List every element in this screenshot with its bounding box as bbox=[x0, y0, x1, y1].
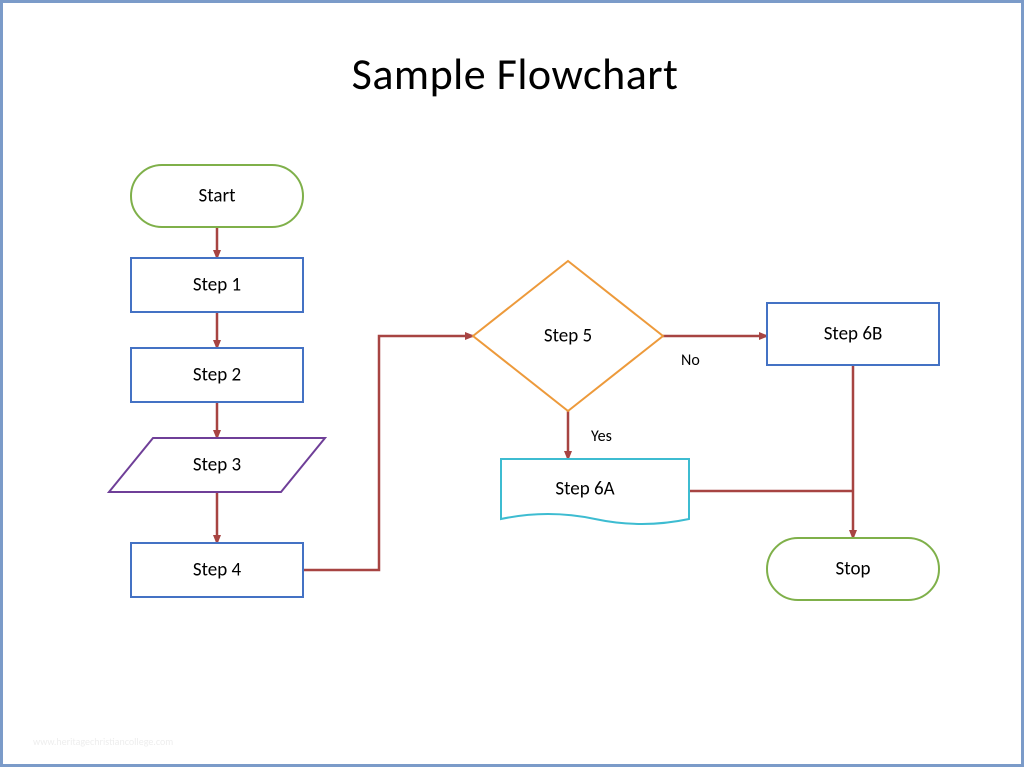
slide-canvas: Sample Flowchart Yes No Start Step 1 Step 2… bbox=[21, 21, 1003, 746]
node-label-step6b: Step 6B bbox=[824, 323, 883, 346]
node-label-start: Start bbox=[199, 185, 237, 208]
node-label-stop: Stop bbox=[836, 558, 871, 581]
node-step6b: Step 6B bbox=[767, 303, 939, 365]
node-stop: Stop bbox=[767, 538, 939, 600]
flowchart-svg: Sample Flowchart Yes No Start Step 1 Step 2… bbox=[21, 21, 1009, 752]
nodes-group: Start Step 1 Step 2 Step 3 Step 4 Step 5 Step … bbox=[109, 165, 939, 600]
node-label-step4: Step 4 bbox=[193, 559, 242, 582]
slide-frame: Sample Flowchart Yes No Start Step 1 Step 2… bbox=[0, 0, 1024, 767]
node-step1: Step 1 bbox=[131, 258, 303, 312]
node-start: Start bbox=[131, 165, 303, 227]
node-step6a: Step 6A bbox=[501, 459, 689, 524]
chart-title: Sample Flowchart bbox=[352, 47, 679, 101]
edge-step4-step5 bbox=[303, 336, 473, 570]
node-label-step6a: Step 6A bbox=[555, 478, 614, 501]
node-step2: Step 2 bbox=[131, 348, 303, 402]
node-label-step1: Step 1 bbox=[193, 274, 241, 297]
node-step4: Step 4 bbox=[131, 543, 303, 597]
node-label-step2: Step 2 bbox=[193, 364, 241, 387]
node-label-step5: Step 5 bbox=[544, 325, 592, 348]
edge-label-step5-step6b: No bbox=[681, 351, 700, 370]
edges-group: Yes No bbox=[217, 227, 853, 570]
edge-label-step5-step6a: Yes bbox=[591, 427, 612, 446]
watermark: www.heritagechristiancollege.com bbox=[33, 735, 173, 748]
node-step3: Step 3 bbox=[109, 438, 325, 492]
node-label-step3: Step 3 bbox=[193, 454, 241, 477]
node-step5: Step 5 bbox=[473, 261, 663, 411]
